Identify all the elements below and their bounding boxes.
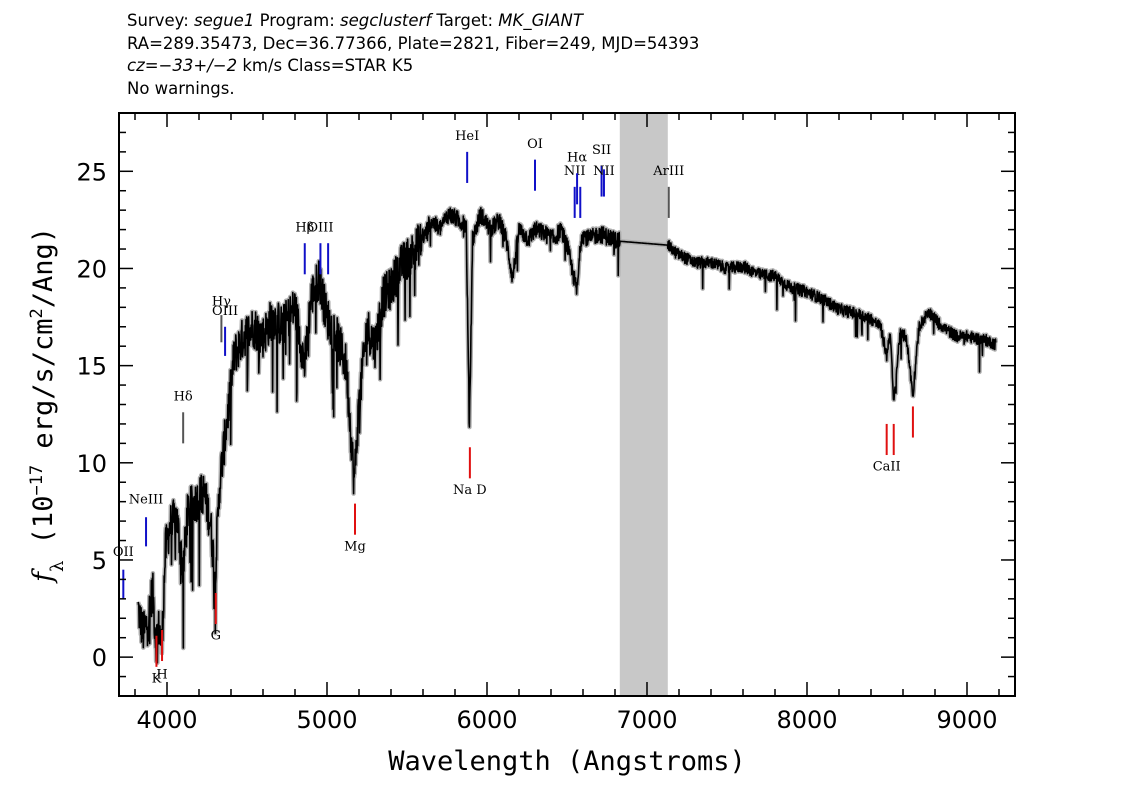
program-prefix: Program:: [254, 11, 340, 30]
x-tick-label: 8000: [776, 706, 837, 734]
y-tick-label: 25: [76, 158, 107, 186]
line-label-k: K: [152, 671, 162, 686]
spectrum-layer: [137, 207, 997, 664]
line-label-hα: Hα: [567, 151, 587, 166]
redshift-value: cz=−33+/−2: [127, 56, 238, 75]
header-line-4: No warnings.: [127, 78, 235, 98]
ylabel-close: /Ang): [28, 227, 59, 308]
target-value: MK_GIANT: [498, 11, 583, 30]
line-label-oiii: OIII: [212, 304, 238, 319]
line-label-oii: OII: [113, 545, 134, 560]
x-tick-label: 9000: [936, 706, 997, 734]
line-label-mg: Mg: [344, 539, 366, 554]
ylabel-exp1: −17: [27, 465, 47, 496]
line-label-nii: NII: [564, 164, 586, 179]
y-tick-label: 20: [76, 255, 107, 283]
line-label-neiii: NeIII: [129, 493, 163, 508]
x-tick-label: 5000: [296, 706, 357, 734]
header-line-3: cz=−33+/−2 km/s Class=STAR K5: [127, 55, 699, 78]
ylabel-lambda: λ: [47, 561, 68, 572]
line-label-nii: NII: [593, 164, 615, 179]
program-value: segclusterf: [340, 11, 432, 30]
header-line-1: Survey: segue1 Program: segclusterf Targ…: [127, 10, 699, 33]
y-tick-label: 5: [92, 547, 107, 575]
spectrum-header: Survey: segue1 Program: segclusterf Targ…: [127, 10, 699, 100]
x-tick-label: 4000: [136, 706, 197, 734]
x-tick-label: 6000: [456, 706, 517, 734]
line-label-oi: OI: [527, 137, 543, 152]
line-label-h: H: [156, 668, 167, 683]
plot-frame: [118, 112, 1016, 697]
ylabel-exp2: 2: [27, 308, 47, 318]
line-label-g: G: [211, 629, 221, 644]
line-label-ariii: ArIII: [652, 164, 684, 179]
line-label-hδ: Hδ: [174, 390, 193, 405]
line-label-oiii: OIII: [307, 221, 333, 236]
ylabel-f: f: [28, 568, 59, 584]
y-axis-title: fλ (10−17 erg/s/cm2/Ang): [27, 227, 68, 584]
line-label-nad: Na D: [453, 483, 487, 498]
x-axis-title: Wavelength (Angstroms): [388, 746, 746, 777]
line-label-hγ: Hγ: [212, 294, 231, 309]
x-tick-label: 7000: [616, 706, 677, 734]
line-label-hei: HeI: [455, 129, 479, 144]
line-label-caii: CaII: [873, 460, 901, 475]
error-layer: [135, 205, 999, 666]
survey-value: segue1: [194, 11, 255, 30]
survey-prefix: Survey:: [127, 11, 194, 30]
ylabel-mid: erg/s/cm: [28, 319, 59, 465]
axes-layer: 4000 5000 6000 7000 8000 9000 0 5 10 15 20 25: [76, 112, 1016, 734]
header-line-2: RA=289.35473, Dec=36.77366, Plate=2821, …: [127, 33, 700, 53]
target-prefix: Target:: [431, 11, 499, 30]
line-label-hβ: Hβ: [295, 221, 314, 236]
y-tick-label: 10: [76, 450, 107, 478]
y-tick-label: 0: [92, 644, 107, 672]
mask-layer: [619, 113, 668, 696]
ylabel-open: (10: [28, 496, 59, 561]
error-band: [135, 205, 999, 666]
line-label-sii: SII: [592, 143, 611, 158]
spectrum-line: [137, 207, 997, 664]
y-tick-label: 15: [76, 353, 107, 381]
masked-region: [619, 113, 668, 696]
class-text: km/s Class=STAR K5: [237, 56, 414, 75]
